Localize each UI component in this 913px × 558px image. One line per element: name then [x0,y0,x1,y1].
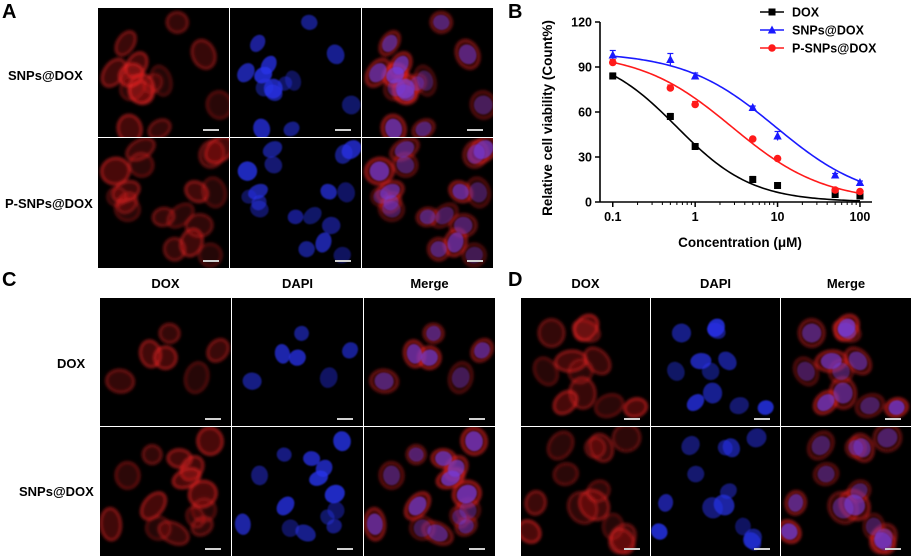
scale-bar [467,260,483,262]
data-point [774,182,782,189]
scale-bar [337,418,353,420]
fit-curve-dox [612,74,860,202]
fit-curve-p-snps-dox [612,61,861,195]
micrograph-a-snps-dox-blue [230,8,361,137]
col-label-d-dapi: DAPI [699,276,732,291]
row-label-p-snps-dox: P-SNPs@DOX [5,196,93,211]
scale-bar [754,418,770,420]
data-point [748,103,757,111]
data-point [666,113,674,120]
viability-chart: 0 30 60 90 120 0.1 1 10 100 Concentration (μM) Rel… [540,6,877,251]
data-point [666,55,675,63]
micrograph-a-snps-dox-merge [362,8,493,137]
fit-curve-snps-dox [612,55,861,183]
scale-bar [624,548,640,550]
x-tick-label: 0.1 [604,210,621,224]
data-point [691,100,699,109]
row-label-c-snps-dox: SNPs@DOX [19,484,94,499]
col-label-c-dox: DOX [151,276,180,291]
col-label-c-merge: Merge [410,276,449,291]
panel-letter-a: A [2,1,17,23]
scale-bar [469,418,485,420]
micrograph-a-p-snps-dox-red [98,138,229,268]
micrograph-c-dox-blue [232,298,363,426]
micrograph-c-dox-merge [364,298,495,426]
data-point [608,58,617,67]
x-tick-label: 100 [850,210,871,224]
scale-bar [335,129,351,131]
data-point [666,84,675,92]
col-label-d-merge: Merge [826,276,866,291]
legend-marker [767,25,777,34]
row-label-snps-dox: SNPs@DOX [8,68,83,83]
micrograph-c-dox-red [100,298,231,426]
data-point [856,192,864,200]
scale-bar [203,129,219,131]
y-tick-label: 90 [578,61,592,75]
scale-bar [205,548,221,550]
micrograph-d-row2-blue [651,427,780,556]
data-point [608,50,617,59]
data-point [855,178,865,186]
panel-letter-c: C [2,269,17,291]
scale-bar [467,129,483,131]
micrograph-c-snps-dox-blue [232,427,363,556]
data-point [749,176,757,183]
row-label-c-dox: DOX [57,356,86,371]
legend-marker [768,44,776,52]
x-axis-label: Concentration (μM) [678,235,802,250]
micrograph-a-p-snps-dox-blue [230,138,361,268]
data-point [690,71,700,80]
y-tick-label: 60 [578,106,592,120]
legend-marker [768,8,776,16]
y-tick-label: 120 [571,16,592,30]
data-point [773,131,782,140]
scale-bar [205,418,221,420]
legend-label: P-SNPs@DOX [792,42,877,56]
scale-bar [469,548,485,550]
micrograph-d-row2-red [521,427,650,556]
data-point [609,72,617,80]
panel-letter-d: D [508,269,523,291]
legend-label: SNPs@DOX [792,24,865,38]
data-point [830,170,840,179]
y-tick-label: 30 [578,151,592,165]
y-tick-label: 0 [585,196,592,210]
legend-label: DOX [792,6,820,20]
micrograph-d-row1-red [521,298,650,426]
data-point [831,186,839,194]
panel-letter-b: B [508,1,523,23]
micrograph-a-p-snps-dox-merge [362,138,493,268]
scale-bar [885,418,901,420]
col-label-c-dapi: DAPI [281,276,314,291]
micrograph-c-snps-dox-red [100,427,231,556]
scale-bar [885,548,901,550]
data-point [748,135,757,143]
scale-bar [335,260,351,262]
micrograph-d-row1-merge [781,298,911,426]
data-point [691,143,699,150]
scale-bar [337,548,353,550]
x-tick-label: 10 [771,210,785,224]
y-axis-label: Relative cell viability (Count%) [540,20,555,216]
micrograph-a-snps-dox-red [98,8,229,137]
scale-bar [203,260,219,262]
data-point [831,191,839,198]
scale-bar [624,418,640,420]
micrograph-d-row1-blue [651,298,780,426]
x-tick-label: 1 [692,210,699,224]
micrograph-c-snps-dox-merge [364,427,495,556]
micrograph-d-row2-merge [781,427,911,556]
data-point [856,187,864,196]
col-label-d-dox: DOX [571,276,600,291]
scale-bar [754,548,770,550]
data-point [773,154,782,163]
